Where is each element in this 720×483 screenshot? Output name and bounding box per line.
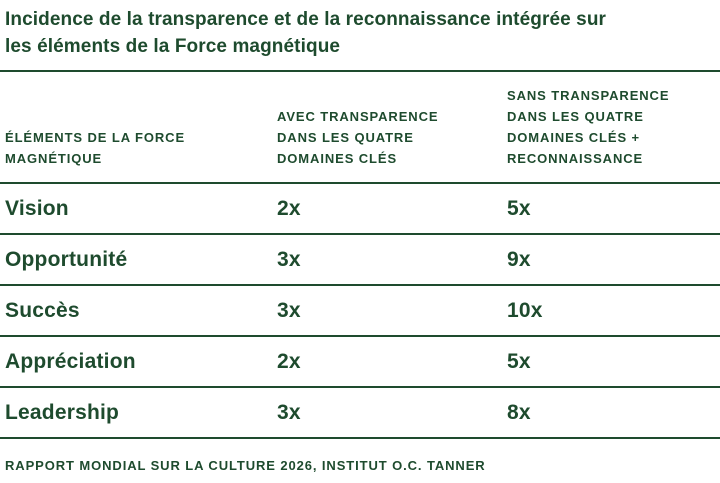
value-with-transparency: 3x <box>277 298 301 322</box>
value-with-transparency: 3x <box>277 247 301 271</box>
value-without-transparency: 8x <box>507 400 531 424</box>
value-without-transparency: 5x <box>507 349 531 373</box>
column-header-without-transparency: SANS TRANSPARENCE DANS LES QUATRE DOMAIN… <box>507 88 670 166</box>
table-row: Leadership 3x 8x <box>0 388 720 439</box>
table-row: Opportunité 3x 9x <box>0 235 720 286</box>
row-label-succes: Succès <box>5 298 80 322</box>
row-label-leadership: Leadership <box>5 400 120 424</box>
value-with-transparency: 2x <box>277 349 301 373</box>
divider-top <box>0 70 720 72</box>
table-row: Appréciation 2x 5x <box>0 337 720 388</box>
figure-title: Incidence de la transparence et de la re… <box>5 9 607 57</box>
value-without-transparency: 9x <box>507 247 531 271</box>
source-line: RAPPORT MONDIAL SUR LA CULTURE 2026, INS… <box>5 458 486 473</box>
row-label-appreciation: Appréciation <box>5 349 136 373</box>
column-header-elements: ÉLÉMENTS DE LA FORCE MAGNÉTIQUE <box>5 130 186 166</box>
table-row: Succès 3x 10x <box>0 286 720 337</box>
column-header-with-transparency: AVEC TRANSPARENCE DANS LES QUATRE DOMAIN… <box>277 109 439 166</box>
value-with-transparency: 3x <box>277 400 301 424</box>
value-without-transparency: 5x <box>507 196 531 220</box>
value-without-transparency: 10x <box>507 298 543 322</box>
table-row: Vision 2x 5x <box>0 184 720 235</box>
table-header-row: ÉLÉMENTS DE LA FORCE MAGNÉTIQUE AVEC TRA… <box>0 72 720 184</box>
row-label-opportunite: Opportunité <box>5 247 128 271</box>
value-with-transparency: 2x <box>277 196 301 220</box>
row-label-vision: Vision <box>5 196 69 220</box>
